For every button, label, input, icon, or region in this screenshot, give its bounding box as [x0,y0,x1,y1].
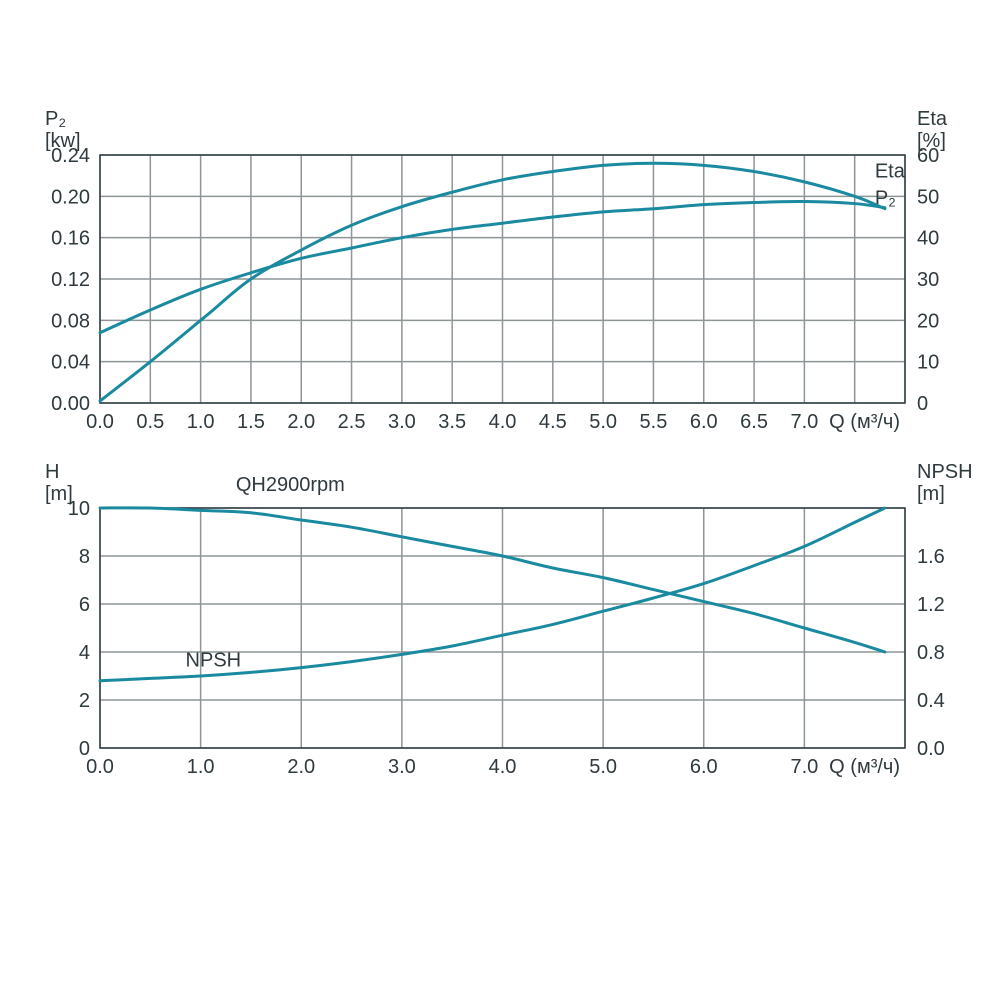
y-left-title: H [45,461,59,483]
x-tick-label: 3.0 [388,411,416,433]
y-right-unit: [m] [917,483,945,505]
y-left-tick-label: 0.08 [51,310,90,332]
x-tick-label: 0.0 [86,756,114,778]
y-right-title: Eta [917,108,948,130]
y-left-unit: [m] [45,483,73,505]
x-tick-label: 2.5 [338,411,366,433]
y-left-tick-label: 4 [79,642,90,664]
y-right-unit: [%] [917,130,946,152]
x-tick-label: 1.5 [237,411,265,433]
y-left-tick-label: 2 [79,690,90,712]
x-tick-label: 5.0 [589,411,617,433]
y-left-title: P₂ [45,108,66,130]
x-axis-label: Q (м³/ч) [829,411,900,433]
x-tick-label: 5.5 [640,411,668,433]
curve-label-npsh: NPSH [186,649,242,671]
x-axis-label: Q (м³/ч) [829,756,900,778]
x-tick-label: 3.0 [388,756,416,778]
y-left-tick-label: 6 [79,594,90,616]
x-tick-label: 6.5 [740,411,768,433]
y-left-tick-label: 0.00 [51,393,90,415]
x-tick-label: 1.0 [187,756,215,778]
y-right-tick-label: 1.2 [917,594,945,616]
y-left-tick-label: 0.16 [51,228,90,250]
x-tick-label: 6.0 [690,411,718,433]
y-left-tick-label: 0 [79,738,90,760]
x-tick-label: 4.0 [489,411,517,433]
y-left-tick-label: 0.20 [51,186,90,208]
x-tick-label: 4.0 [489,756,517,778]
y-right-tick-label: 1.6 [917,546,945,568]
y-right-tick-label: 0.4 [917,690,945,712]
y-right-tick-label: 0.8 [917,642,945,664]
x-tick-label: 1.0 [187,411,215,433]
y-left-tick-label: 0.12 [51,269,90,291]
x-tick-label: 3.5 [438,411,466,433]
x-tick-label: 2.0 [287,756,315,778]
curve-label-eta: Eta [875,161,906,183]
y-left-tick-label: 0.04 [51,352,90,374]
y-right-title: NPSH [917,461,973,483]
x-tick-label: 6.0 [690,756,718,778]
x-tick-label: 0.0 [86,411,114,433]
y-left-tick-label: 8 [79,546,90,568]
y-right-tick-label: 30 [917,269,939,291]
y-right-tick-label: 0.0 [917,738,945,760]
y-right-tick-label: 10 [917,352,939,374]
y-right-tick-label: 50 [917,186,939,208]
x-tick-label: 7.0 [790,756,818,778]
x-tick-label: 2.0 [287,411,315,433]
x-tick-label: 0.5 [136,411,164,433]
curve-label-qh: QH2900rpm [236,474,345,496]
x-tick-label: 5.0 [589,756,617,778]
x-tick-label: 4.5 [539,411,567,433]
y-left-unit: [kw] [45,130,81,152]
y-right-tick-label: 40 [917,228,939,250]
x-tick-label: 7.0 [790,411,818,433]
y-right-tick-label: 20 [917,310,939,332]
y-right-tick-label: 0 [917,393,928,415]
